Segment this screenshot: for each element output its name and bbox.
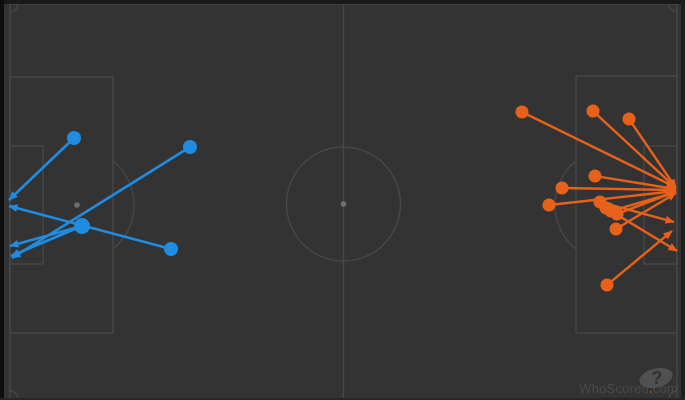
shot-dot[interactable]	[75, 219, 89, 233]
shot-line	[8, 137, 75, 201]
shot-line	[606, 230, 673, 286]
penalty-spot	[74, 202, 80, 208]
shot-line	[594, 174, 676, 192]
shot-line	[561, 185, 677, 194]
shot-line	[11, 145, 191, 260]
center-spot	[340, 201, 347, 207]
shot-dot[interactable]	[515, 105, 529, 119]
shot-dot[interactable]	[542, 198, 556, 212]
blue-team-shots-lines	[8, 137, 191, 260]
shot-dot[interactable]	[555, 181, 569, 195]
whoscored-watermark[interactable]: ? WhoScored.com	[579, 367, 678, 398]
orange-team-shots-dots	[515, 104, 636, 292]
shot-line	[9, 224, 83, 248]
shot-dot[interactable]	[610, 207, 624, 221]
shot-dot[interactable]	[67, 131, 81, 145]
shot-line	[628, 118, 677, 189]
whoscored-logo-icon: ?	[639, 367, 673, 389]
shot-dot[interactable]	[586, 104, 600, 118]
penalty-arc	[112, 160, 135, 250]
shot-dot[interactable]	[183, 140, 197, 154]
shot-line	[521, 110, 676, 189]
corner-arc	[668, 3, 678, 13]
blue-team-shots-dots	[67, 131, 197, 256]
shot-dot[interactable]	[600, 278, 614, 292]
watermark-dot: .	[649, 381, 653, 396]
shot-dot[interactable]	[622, 112, 636, 126]
shot-dot[interactable]	[609, 222, 623, 236]
screen-edge-left	[0, 0, 4, 400]
shot-dot[interactable]	[164, 242, 178, 256]
screen-edge-right	[681, 0, 685, 400]
shot-line	[615, 191, 677, 231]
shot-line	[616, 190, 676, 216]
screen-edge-bottom	[0, 398, 685, 400]
shot-dot[interactable]	[588, 169, 602, 183]
center-circle	[285, 146, 402, 262]
shot-line	[548, 187, 677, 207]
shot-line	[8, 204, 172, 251]
logo-question-glyph: ?	[651, 368, 662, 388]
corner-arc	[9, 3, 19, 13]
orange-team-shots-lines	[521, 110, 678, 286]
shot-line	[592, 110, 677, 189]
shot-line	[10, 224, 83, 258]
watermark-brand: WhoScored	[579, 381, 650, 396]
screen-edge-top	[0, 0, 685, 4]
